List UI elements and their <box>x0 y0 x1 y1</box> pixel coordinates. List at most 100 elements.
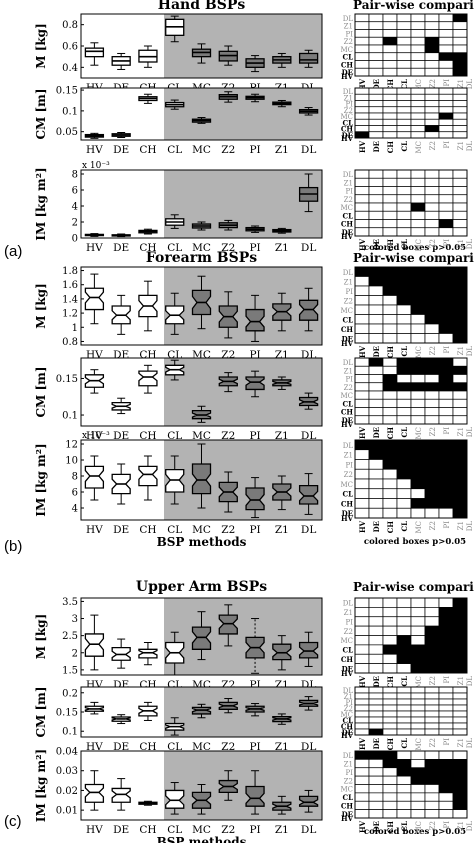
y-tick-label: 1.4 <box>62 294 78 305</box>
matrix-cell-off <box>354 478 370 490</box>
matrix-cell-off <box>452 112 468 120</box>
matrix-row-label: DE <box>342 228 353 237</box>
y-tick-label: 0.6 <box>62 42 78 53</box>
box-panel-hand-bsps-cm: 0.05 0.1 0.15 CM [m] HV DE CH CL MC Z2 PI Z1 DL <box>34 86 323 156</box>
matrix-cell-on <box>452 635 468 646</box>
matrix-col-label: Z1 <box>457 141 465 150</box>
matrix-cell-off <box>396 698 412 706</box>
matrix-cell-off <box>410 784 426 794</box>
axis-multiplier: x 10⁻³ <box>82 431 110 441</box>
matrix-row-label: Z1 <box>344 278 353 286</box>
y-tick-label: 8 <box>72 170 78 181</box>
matrix-cell-on <box>424 625 440 636</box>
matrix-row-label: DL <box>343 359 354 367</box>
matrix-cell-on <box>396 295 412 306</box>
matrix-cell-off <box>396 704 412 712</box>
matrix-cell-off <box>410 323 426 334</box>
matrix-cell-off <box>396 616 412 627</box>
box-z1 <box>272 376 292 390</box>
shaded-region <box>164 598 322 675</box>
matrix-row-label: HV <box>341 232 354 241</box>
matrix-cell-off <box>382 792 398 802</box>
matrix-cell-off <box>368 800 384 810</box>
matrix-cell-off <box>354 67 370 77</box>
matrix-col-label: CL <box>400 239 409 250</box>
matrix-col-label: DL <box>466 427 474 438</box>
x-tick-label: DL <box>301 144 316 156</box>
matrix-cell-off <box>396 304 412 315</box>
box-z2 <box>218 698 238 714</box>
matrix-cell-on <box>438 382 454 392</box>
matrix-cell-off <box>368 131 384 139</box>
y-tick-label: 1.8 <box>62 266 78 277</box>
matrix-cell-on <box>410 498 426 509</box>
matrix-cell-on <box>396 759 412 769</box>
box-mc <box>191 443 212 509</box>
matrix-cell-off <box>382 87 398 95</box>
matrix-cell-on <box>424 498 440 509</box>
shaded-region <box>164 14 322 78</box>
y-tick-label: 10 <box>65 456 78 467</box>
matrix-row-label: HV <box>341 814 354 823</box>
x-tick-label: DL <box>301 242 316 254</box>
x-tick-label: Z2 <box>221 524 235 536</box>
matrix-row-label: HV <box>341 134 354 143</box>
matrix-cell-on <box>452 792 468 802</box>
matrix-cell-off <box>354 382 370 392</box>
matrix-row-label: CL <box>343 646 354 655</box>
matrix-cell-off <box>410 800 426 810</box>
box-cl <box>165 15 185 43</box>
matrix-cell-off <box>354 314 370 325</box>
matrix-cell-off <box>424 333 440 344</box>
y-tick-label: 4 <box>72 504 78 515</box>
box-hv <box>84 233 105 237</box>
box-z2 <box>218 219 238 231</box>
box-dl <box>298 392 319 410</box>
matrix-cell-off <box>396 194 412 204</box>
matrix-cell-off <box>452 692 468 700</box>
matrix-cell-off <box>424 809 440 819</box>
matrix-cell-on <box>452 597 468 608</box>
matrix-cell-off <box>438 60 454 69</box>
matrix-cell-off <box>354 716 370 724</box>
matrix-cell-off <box>354 285 370 296</box>
matrix-cell-on <box>452 653 468 664</box>
matrix-col-label: DL <box>466 141 474 152</box>
box-pi <box>245 770 265 815</box>
matrix-cell-on <box>438 784 454 794</box>
matrix-cell-off <box>452 698 468 706</box>
y-tick-label: 0.04 <box>56 747 78 758</box>
matrix-cell-off <box>368 194 384 204</box>
matrix-cell-off <box>438 125 454 133</box>
matrix-cell-off <box>368 653 384 664</box>
matrix-cell-on <box>368 449 384 460</box>
matrix-cell-on <box>438 468 454 480</box>
matrix-cell-off <box>424 60 440 69</box>
matrix-cell-off <box>382 498 398 509</box>
matrix-cell-off <box>410 52 426 61</box>
matrix-cell-off <box>424 415 440 425</box>
matrix-cell-on <box>452 498 468 509</box>
box-cl <box>165 782 185 815</box>
y-tick-label: 2 <box>72 648 78 659</box>
matrix-cell-off <box>354 809 370 819</box>
matrix-cell-off <box>382 194 398 204</box>
matrix-cell-on <box>452 784 468 794</box>
box-body <box>298 52 319 64</box>
y-tick-label: 0.2 <box>62 688 78 699</box>
matrix-cell-off <box>452 21 468 30</box>
matrix-cell-off <box>368 692 384 700</box>
box-pi <box>245 55 265 73</box>
matrix-cell-off <box>438 415 454 425</box>
matrix-cell-on <box>424 767 440 777</box>
matrix-col-label: CH <box>386 79 395 92</box>
matrix-cell-off <box>396 498 412 509</box>
matrix-row-label: MC <box>340 637 353 645</box>
matrix-cell-off <box>368 698 384 706</box>
matrix-cell-off <box>438 106 454 114</box>
matrix-cell-off <box>410 415 426 425</box>
box-pi <box>245 225 265 233</box>
matrix-cell-on <box>424 663 440 674</box>
matrix-col-label: MC <box>415 141 423 154</box>
